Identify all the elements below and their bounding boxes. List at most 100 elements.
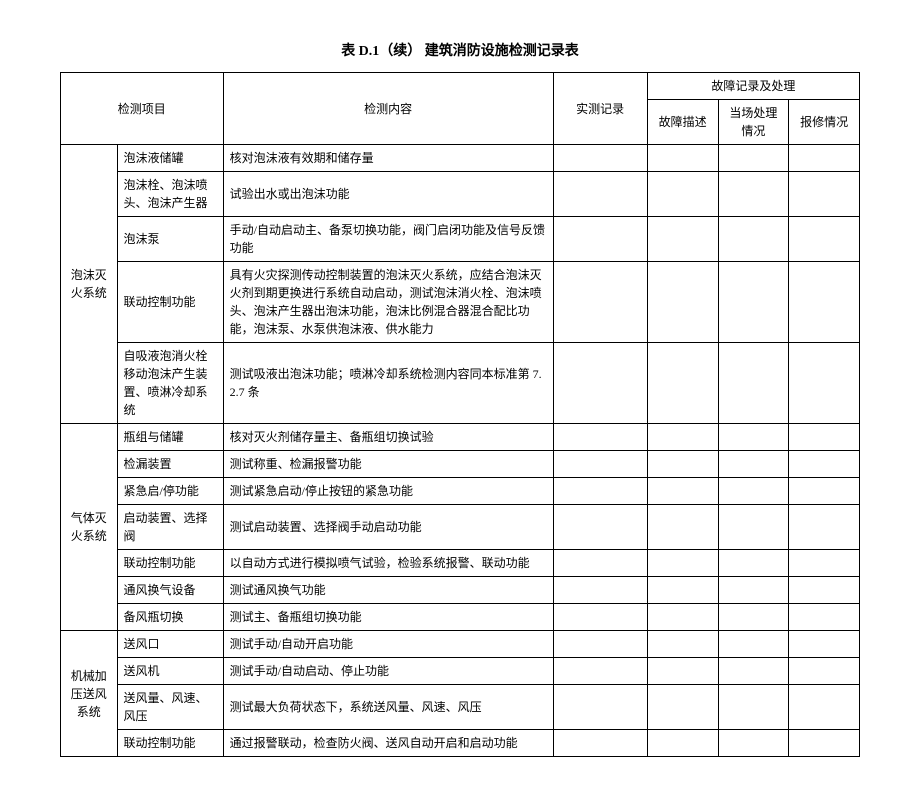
empty-cell: [553, 145, 647, 172]
empty-cell: [718, 550, 789, 577]
content-cell: 测试紧急启动/停止按钮的紧急功能: [223, 478, 553, 505]
empty-cell: [647, 217, 718, 262]
inspection-table: 检测项目 检测内容 实测记录 故障记录及处理 故障描述 当场处理情况 报修情况 …: [60, 72, 860, 757]
content-cell: 测试称重、检漏报警功能: [223, 451, 553, 478]
category-cell: 气体灭火系统: [61, 424, 118, 631]
content-cell: 测试启动装置、选择阀手动启动功能: [223, 505, 553, 550]
content-cell: 通过报警联动，检查防火阀、送风自动开启和启动功能: [223, 730, 553, 757]
empty-cell: [553, 478, 647, 505]
table-row: 联动控制功能通过报警联动，检查防火阀、送风自动开启和启动功能: [61, 730, 860, 757]
empty-cell: [718, 145, 789, 172]
subitem-cell: 联动控制功能: [117, 262, 223, 343]
empty-cell: [647, 685, 718, 730]
content-cell: 以自动方式进行模拟喷气试验，检验系统报警、联动功能: [223, 550, 553, 577]
content-cell: 测试手动/自动开启功能: [223, 631, 553, 658]
table-row: 泡沫泵手动/自动启动主、备泵切换功能，阀门启闭功能及信号反馈功能: [61, 217, 860, 262]
table-row: 送风量、风速、风压测试最大负荷状态下，系统送风量、风速、风压: [61, 685, 860, 730]
table-row: 机械加压送风系统送风口测试手动/自动开启功能: [61, 631, 860, 658]
empty-cell: [789, 217, 860, 262]
subitem-cell: 自吸液泡消火栓移动泡沫产生装置、喷淋冷却系统: [117, 343, 223, 424]
empty-cell: [789, 550, 860, 577]
content-cell: 核对泡沫液有效期和储存量: [223, 145, 553, 172]
table-row: 备风瓶切换测试主、备瓶组切换功能: [61, 604, 860, 631]
header-onsite: 当场处理情况: [718, 100, 789, 145]
header-fault-group: 故障记录及处理: [647, 73, 859, 100]
empty-cell: [718, 505, 789, 550]
empty-cell: [647, 550, 718, 577]
table-row: 气体灭火系统瓶组与储罐核对灭火剂储存量主、备瓶组切换试验: [61, 424, 860, 451]
empty-cell: [718, 217, 789, 262]
empty-cell: [647, 604, 718, 631]
empty-cell: [789, 262, 860, 343]
content-cell: 测试通风换气功能: [223, 577, 553, 604]
subitem-cell: 联动控制功能: [117, 550, 223, 577]
content-cell: 试验出水或出泡沫功能: [223, 172, 553, 217]
table-row: 送风机测试手动/自动启动、停止功能: [61, 658, 860, 685]
category-cell: 泡沫灭火系统: [61, 145, 118, 424]
content-cell: 手动/自动启动主、备泵切换功能，阀门启闭功能及信号反馈功能: [223, 217, 553, 262]
header-project: 检测项目: [61, 73, 224, 145]
table-row: 检漏装置测试称重、检漏报警功能: [61, 451, 860, 478]
header-content: 检测内容: [223, 73, 553, 145]
empty-cell: [718, 730, 789, 757]
empty-cell: [647, 451, 718, 478]
subitem-cell: 检漏装置: [117, 451, 223, 478]
empty-cell: [718, 658, 789, 685]
subitem-cell: 泡沫液储罐: [117, 145, 223, 172]
header-repair: 报修情况: [789, 100, 860, 145]
empty-cell: [718, 685, 789, 730]
table-row: 紧急启/停功能测试紧急启动/停止按钮的紧急功能: [61, 478, 860, 505]
empty-cell: [718, 424, 789, 451]
subitem-cell: 备风瓶切换: [117, 604, 223, 631]
empty-cell: [718, 343, 789, 424]
empty-cell: [553, 451, 647, 478]
empty-cell: [553, 604, 647, 631]
subitem-cell: 联动控制功能: [117, 730, 223, 757]
empty-cell: [718, 577, 789, 604]
content-cell: 核对灭火剂储存量主、备瓶组切换试验: [223, 424, 553, 451]
empty-cell: [718, 262, 789, 343]
empty-cell: [647, 145, 718, 172]
empty-cell: [647, 658, 718, 685]
empty-cell: [789, 730, 860, 757]
empty-cell: [789, 685, 860, 730]
empty-cell: [789, 577, 860, 604]
empty-cell: [553, 424, 647, 451]
subitem-cell: 泡沫泵: [117, 217, 223, 262]
content-cell: 具有火灾探测传动控制装置的泡沫灭火系统，应结合泡沫灭火剂到期更换进行系统自动启动…: [223, 262, 553, 343]
empty-cell: [647, 343, 718, 424]
content-cell: 测试主、备瓶组切换功能: [223, 604, 553, 631]
empty-cell: [718, 478, 789, 505]
empty-cell: [553, 505, 647, 550]
content-cell: 测试手动/自动启动、停止功能: [223, 658, 553, 685]
empty-cell: [789, 343, 860, 424]
empty-cell: [718, 631, 789, 658]
empty-cell: [553, 631, 647, 658]
empty-cell: [789, 478, 860, 505]
empty-cell: [647, 172, 718, 217]
empty-cell: [647, 505, 718, 550]
empty-cell: [553, 577, 647, 604]
empty-cell: [789, 658, 860, 685]
empty-cell: [647, 262, 718, 343]
table-row: 启动装置、选择阀测试启动装置、选择阀手动启动功能: [61, 505, 860, 550]
table-row: 自吸液泡消火栓移动泡沫产生装置、喷淋冷却系统测试吸液出泡沫功能；喷淋冷却系统检测…: [61, 343, 860, 424]
empty-cell: [647, 730, 718, 757]
empty-cell: [789, 505, 860, 550]
subitem-cell: 启动装置、选择阀: [117, 505, 223, 550]
empty-cell: [789, 172, 860, 217]
empty-cell: [553, 658, 647, 685]
empty-cell: [789, 424, 860, 451]
subitem-cell: 泡沫栓、泡沫喷头、泡沫产生器: [117, 172, 223, 217]
header-record: 实测记录: [553, 73, 647, 145]
empty-cell: [553, 550, 647, 577]
subitem-cell: 瓶组与储罐: [117, 424, 223, 451]
subitem-cell: 送风口: [117, 631, 223, 658]
empty-cell: [789, 145, 860, 172]
empty-cell: [718, 172, 789, 217]
table-row: 联动控制功能以自动方式进行模拟喷气试验，检验系统报警、联动功能: [61, 550, 860, 577]
table-row: 联动控制功能具有火灾探测传动控制装置的泡沫灭火系统，应结合泡沫灭火剂到期更换进行…: [61, 262, 860, 343]
empty-cell: [647, 631, 718, 658]
empty-cell: [647, 424, 718, 451]
category-cell: 机械加压送风系统: [61, 631, 118, 757]
